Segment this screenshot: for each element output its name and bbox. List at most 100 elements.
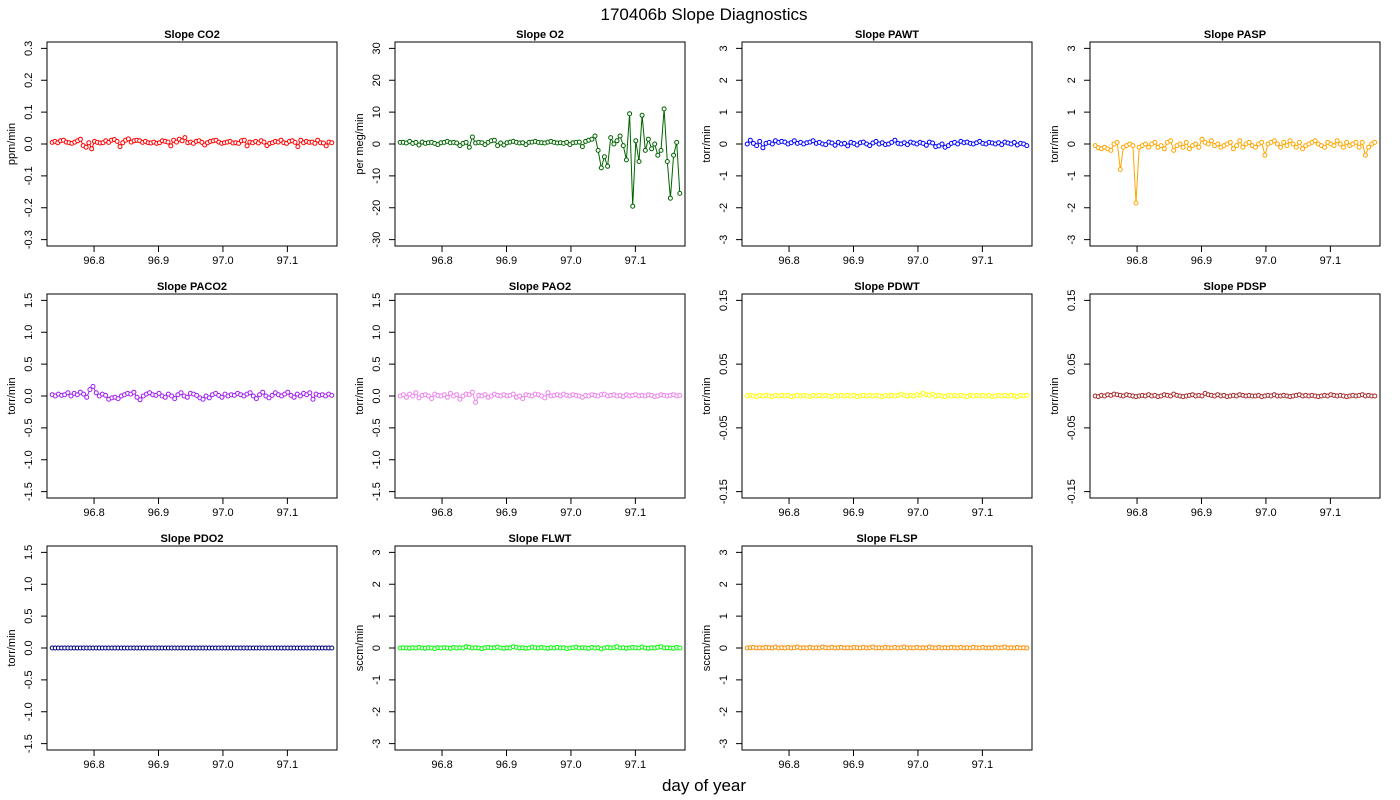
panel-title: Slope PACO2 [157,281,227,293]
data-point [156,390,162,396]
data-point [463,139,469,145]
data-point [655,152,661,158]
data-point [1177,141,1183,147]
y-tick-label: 1.5 [371,293,383,308]
data-point [664,159,670,164]
panel-slope-paco2: Slope PACO2 torr/min 96.8 96.9 97.0 97.1 -1.5 -… [6,281,338,519]
data-point [658,147,664,153]
data-point [134,394,140,400]
data-point [677,392,683,398]
x-tick-label: 96.9 [148,255,169,267]
data-point [457,396,463,402]
data-point [1293,144,1299,150]
data-point [955,141,961,147]
data-point [131,389,137,395]
data-point [413,390,419,396]
data-point [614,138,620,144]
x-tick-label: 97.0 [212,507,233,519]
data-point [791,138,797,144]
y-tick-label: 1 [718,109,730,115]
panels: Slope CO2 ppm/min 96.8 96.9 97.0 97.1 -0.3 -0.2… [6,29,1381,771]
x-tick-label: 96.8 [1126,255,1147,267]
data-point [677,190,683,196]
data-point [312,140,318,146]
data-point [1199,136,1205,142]
data-point [68,393,74,399]
data-point [261,139,267,145]
y-tick-label: 1.5 [23,293,35,308]
y-tick-label: -1.0 [23,702,35,721]
data-point [117,144,123,150]
data-point [674,139,680,145]
data-point [649,146,655,152]
data-point [77,136,83,142]
panel-title: Slope PDSP [1204,281,1267,293]
y-axis-label: ppm/min [6,123,18,165]
x-tick-label: 96.9 [148,759,169,771]
data-point [845,143,851,149]
y-tick-label: 0.2 [23,73,35,88]
data-point [416,395,422,401]
x-tick-label: 96.9 [1191,255,1212,267]
data-point [266,395,272,401]
y-tick-label: 2 [718,581,730,587]
panel-slope-flwt: Slope FLWT sccm/min 96.8 96.9 97.0 97.1 -3 -2 -1… [354,533,686,771]
data-point [620,143,626,149]
y-tick-label: 0.05 [1066,353,1078,374]
data-point [1281,139,1287,145]
data-point [89,146,95,152]
data-point [1278,144,1284,150]
data-point [930,140,936,146]
y-tick-label: -20 [371,200,383,216]
data-point [81,391,87,397]
y-tick-label: -1.0 [371,450,383,469]
y-tick-label: -2 [718,203,730,213]
data-point [1362,152,1368,158]
data-point [1205,141,1211,147]
data-point [1158,143,1164,149]
y-tick-label: 0.05 [718,353,730,374]
data-point [1215,141,1221,147]
x-tick-label: 97.1 [972,759,993,771]
data-point [867,143,873,149]
y-tick-label: 0.3 [23,41,35,56]
data-point [87,387,93,393]
data-point [854,142,860,148]
panel-title: Slope FLWT [509,533,572,545]
panel-title: Slope CO2 [164,29,220,41]
data-point [1234,143,1240,149]
x-tick-label: 96.9 [843,507,864,519]
data-point [747,137,753,143]
panel-title: Slope PAWT [855,29,919,41]
data-point [636,159,642,164]
x-tick-label: 97.1 [277,507,298,519]
data-point [623,157,629,163]
data-point [86,140,92,146]
data-point [1183,139,1189,145]
x-tick-label: 96.9 [843,759,864,771]
data-point [1168,138,1174,144]
data-point [1108,147,1114,153]
data-point [429,396,435,402]
y-tick-label: -1 [1066,171,1078,181]
y-tick-label: -0.2 [23,198,35,217]
x-tick-label: 96.9 [496,507,517,519]
data-point [65,390,71,396]
y-tick-label: 1 [371,613,383,619]
panel-slope-pasp: Slope PASP torr/min 96.8 96.9 97.0 97.1 -3 -2 -1… [1049,29,1381,267]
data-point [645,136,651,142]
y-tick-label: 0 [1066,141,1078,147]
data-point [1252,144,1258,150]
data-point [329,645,335,651]
y-tick-label: -2 [371,707,383,717]
y-axis-label: torr/min [6,629,18,666]
data-point [542,395,548,401]
data-point [179,138,185,144]
data-point [482,392,488,398]
panel-slope-co2: Slope CO2 ppm/min 96.8 96.9 97.0 97.1 -0.3 -0.2… [6,29,338,267]
data-point [93,390,99,396]
y-tick-label: 2 [1066,77,1078,83]
x-tick-label: 97.0 [907,759,928,771]
y-tick-label: -0.15 [1066,479,1078,504]
data-point [630,203,636,209]
